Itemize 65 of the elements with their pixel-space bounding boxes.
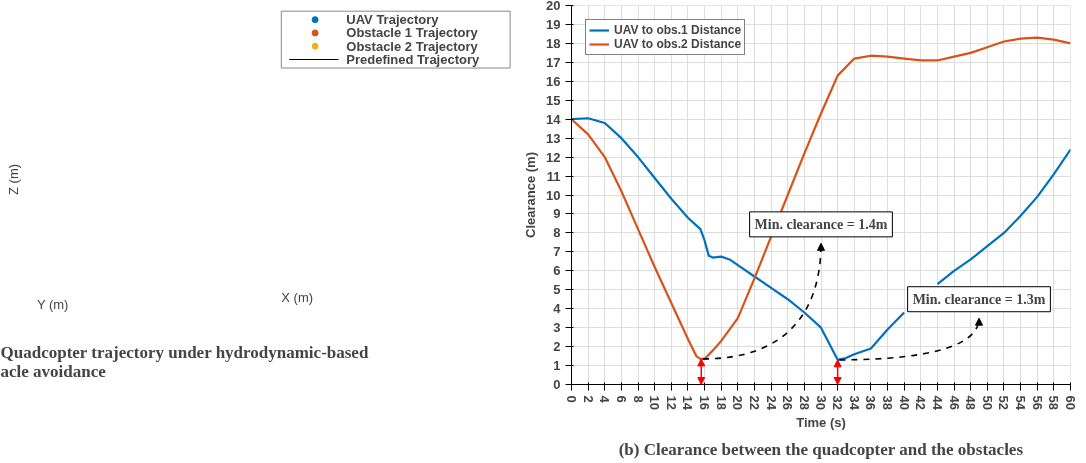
x-tick-label: 8 [630,395,646,403]
x-tick-label: 42 [913,395,929,410]
y-tick-label: 13 [546,130,561,146]
x-tick-label: 38 [880,395,896,410]
y-tick-label: 0 [553,377,561,392]
legend-label: UAV Trajectory [346,12,440,28]
y-tick-label: 6 [553,263,561,279]
x-tick-label: 30 [813,395,829,410]
x-tick-label: 20 [730,395,746,410]
x-tick-label: 6 [613,395,629,403]
y-tick-label: 19 [546,16,561,32]
y-tick-label: 14 [546,111,562,127]
x-tick-label: 56 [1029,395,1045,410]
x-tick-label: 12 [663,395,679,410]
y-tick-label: 18 [546,35,561,51]
x-tick-label: 4 [597,395,613,404]
x-tick-label: 16 [697,395,713,410]
y-tick-label: 2 [553,339,561,355]
text: X (m) [281,289,314,305]
y-tick-label: 4 [553,301,562,317]
x-tick-label: 50 [979,395,995,410]
text: Quadcopter trajectory under hydrodynamic-based acle avoidance [0,342,369,381]
y-tick-label: 7 [553,244,561,260]
annotation: Min. clearance = 1.3m [912,291,1046,307]
x-tick-label: 24 [763,395,779,411]
x-tick-label: 0 [564,395,579,403]
x-tick-label: 18 [713,395,729,410]
legend-label: Predefined Trajectory [346,52,481,68]
x-tick-label: 10 [647,395,663,410]
x-tick-label: 40 [896,395,912,410]
y-tick-label: 12 [546,149,561,165]
x-tick-label: 22 [746,395,762,410]
y-tick-label: 3 [553,320,561,336]
x-tick-label: 58 [1046,395,1062,410]
x-tick-label: 54 [1013,395,1029,411]
y-tick-label: 15 [546,92,561,108]
y-tick-label: 8 [553,225,561,241]
y-tick-label: 17 [546,54,561,70]
y-tick-label: 11 [546,168,561,184]
x-axis-title: Time (s) [796,414,846,430]
x-tick-label: 48 [963,395,979,410]
x-tick-label: 32 [830,395,846,410]
x-tick-label: 46 [946,395,962,410]
x-tick-label: 28 [796,395,812,410]
x-tick-label: 14 [680,395,696,411]
y-tick-label: 20 [546,0,561,13]
text: (b) Clearance between the quadcopter and the obstacles [618,439,1024,459]
legend-label: UAV to obs.1 Distance [614,23,742,37]
text: Z (m) [6,163,22,195]
y-tick-label: 9 [553,206,561,222]
x-tick-label: 52 [996,395,1012,410]
x-tick-label: 34 [846,395,862,411]
y-tick-label: 5 [553,282,561,298]
y-tick-label: 16 [546,73,561,89]
text: Y (m) [36,297,69,313]
legend-label: UAV to obs.2 Distance [614,37,742,51]
y-tick-label: 10 [546,187,561,203]
x-tick-label: 60 [1063,395,1078,410]
x-tick-label: 44 [929,395,945,411]
x-tick-label: 2 [580,395,596,403]
y-tick-label: 1 [553,358,561,374]
y-axis-title: Clearance (m) [523,152,539,238]
annotation: Min. clearance = 1.4m [754,216,888,232]
x-tick-label: 36 [863,395,879,410]
x-tick-label: 26 [780,395,796,410]
